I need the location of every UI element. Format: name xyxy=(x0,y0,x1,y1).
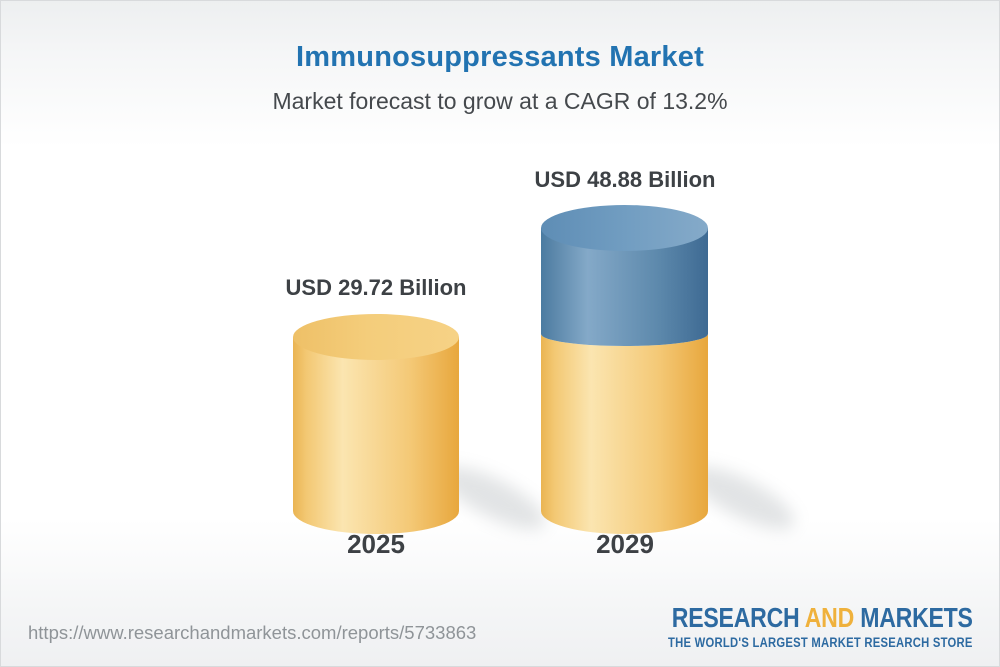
bar-2029-growth-segment xyxy=(541,228,708,346)
category-label-2025: 2025 xyxy=(347,529,405,559)
report-url-link[interactable]: https://www.researchandmarkets.com/repor… xyxy=(28,622,477,643)
bar-2029-shadow xyxy=(689,466,795,530)
research-and-markets-logo[interactable]: RESEARCH AND MARKETS THE WORLD'S LARGEST… xyxy=(668,602,974,650)
logo-word-markets: MARKETS xyxy=(860,602,974,633)
logo-word-and: AND xyxy=(805,602,855,633)
bar-2029-top xyxy=(541,205,708,251)
category-label-2029: 2029 xyxy=(596,529,654,559)
bar-2025-top xyxy=(293,314,459,360)
chart-subtitle: Market forecast to grow at a CAGR of 13.… xyxy=(272,88,728,114)
value-label-2029: USD 48.88 Billion xyxy=(534,167,716,192)
logo-word-research: RESEARCH xyxy=(672,602,800,633)
bar-2029-cylinder xyxy=(541,205,708,534)
chart-title: Immunosuppressants Market xyxy=(296,41,704,73)
bar-2025-shadow xyxy=(440,466,546,530)
bar-2025-cylinder xyxy=(293,314,459,534)
bar-2029-base-segment xyxy=(541,334,708,534)
bar-2025-body xyxy=(293,337,459,534)
value-label-2025: USD 29.72 Billion xyxy=(285,275,467,300)
logo-tagline: THE WORLD'S LARGEST MARKET RESEARCH STOR… xyxy=(668,634,973,650)
logo-wordmark: RESEARCH AND MARKETS xyxy=(668,602,974,633)
